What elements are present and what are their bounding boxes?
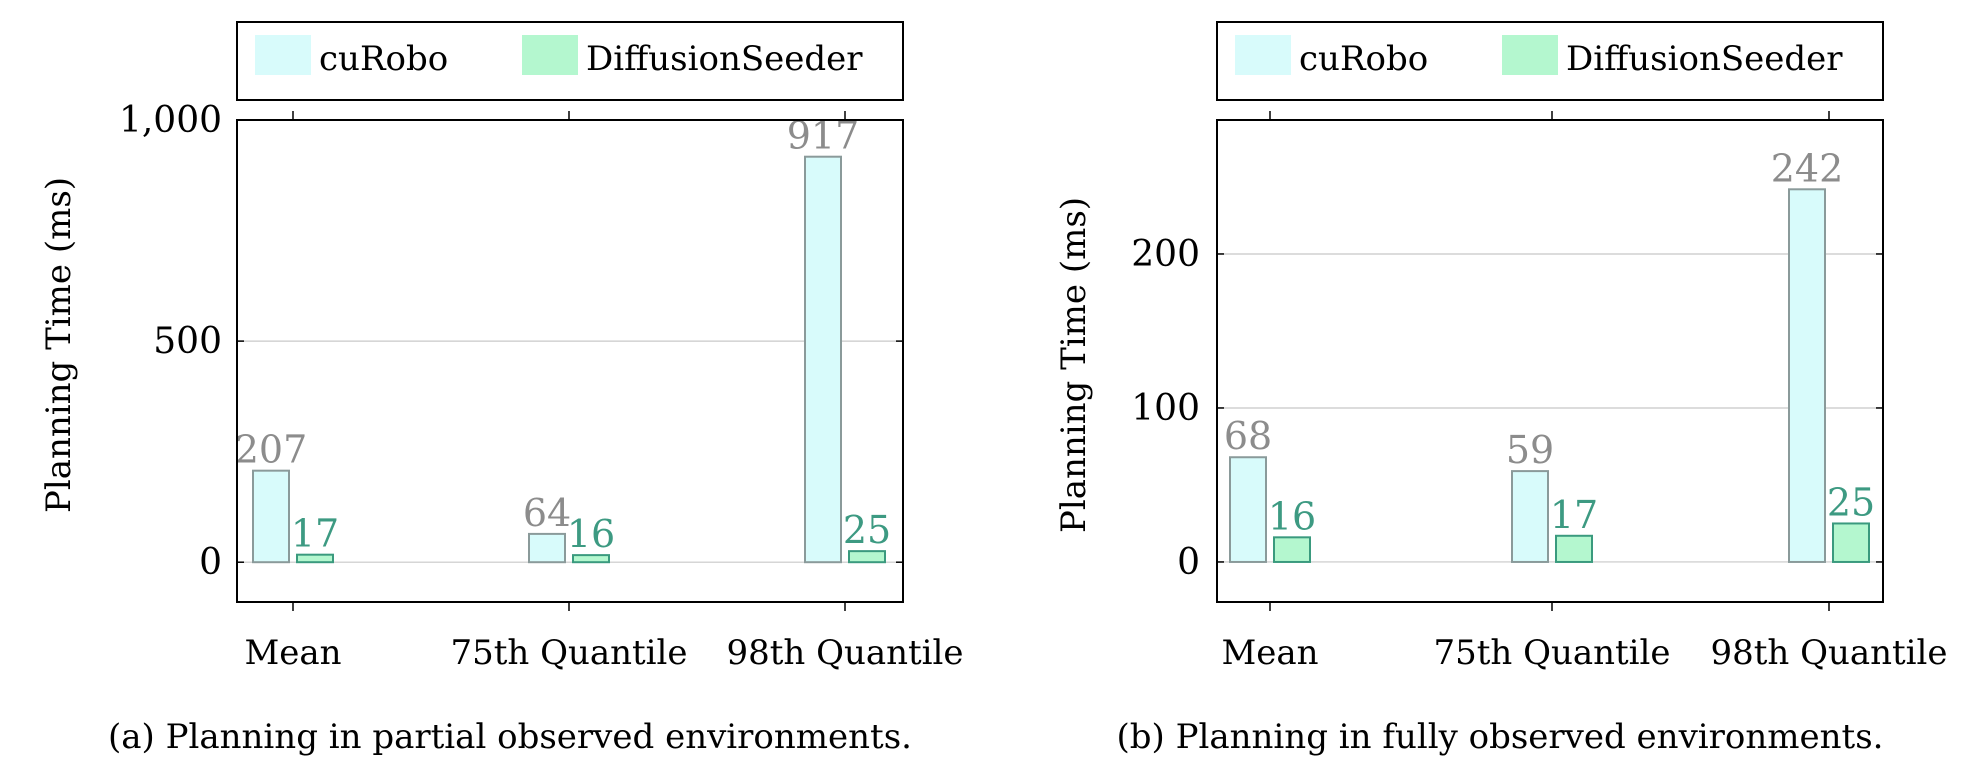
x-tick-label: 75th Quantile <box>450 633 687 673</box>
y-tick-label: 200 <box>1131 234 1200 275</box>
data-label: 64 <box>523 491 571 535</box>
x-tick-label: Mean <box>244 633 341 673</box>
y-tick-label: 1,000 <box>119 100 222 141</box>
bar-curobo-98th-quantile <box>1788 188 1826 563</box>
data-label: 242 <box>1771 146 1844 190</box>
y-tick-label: 500 <box>153 321 222 362</box>
x-tick-label: 98th Quantile <box>1710 633 1947 673</box>
bar-diffusionseeder-98th-quantile <box>848 550 886 564</box>
chart-panel-a: cuRobo DiffusionSeeder Planning Time (ms… <box>39 21 964 757</box>
legend-swatch-diffusionseeder <box>1502 35 1558 75</box>
bar-diffusionseeder-mean <box>1273 536 1311 563</box>
x-tick-label: 98th Quantile <box>726 633 963 673</box>
x-tick-label: Mean <box>1221 633 1318 673</box>
legend-a: cuRobo DiffusionSeeder <box>236 21 904 101</box>
data-label: 17 <box>291 512 339 556</box>
legend-label-curobo: cuRobo <box>1299 39 1428 79</box>
plot-frame <box>1216 119 1884 603</box>
y-tick-label: 0 <box>199 542 222 583</box>
bar-curobo-75th-quantile <box>1511 470 1549 563</box>
legend-b: cuRobo DiffusionSeeder <box>1216 21 1884 101</box>
data-label: 68 <box>1224 414 1272 458</box>
data-label: 16 <box>1268 494 1316 538</box>
data-label: 917 <box>787 114 860 158</box>
caption-a: (a) Planning in partial observed environ… <box>108 717 912 757</box>
legend-swatch-curobo <box>255 35 311 75</box>
data-label: 16 <box>567 512 615 556</box>
bar-diffusionseeder-75th-quantile <box>1555 534 1593 563</box>
bar-curobo-75th-quantile <box>528 532 566 564</box>
y-tick-label: 100 <box>1131 388 1200 429</box>
y-tick-label: 0 <box>1177 542 1200 583</box>
legend-swatch-curobo <box>1235 35 1291 75</box>
plot-area-b: 0 100 200 68 16 Mean 59 17 75th Quantile 242 25 98t… <box>1131 111 1948 673</box>
caption-b: (b) Planning in fully observed environme… <box>1117 717 1884 757</box>
bar-curobo-mean <box>1229 456 1267 563</box>
data-label: 17 <box>1550 493 1598 537</box>
bar-diffusionseeder-75th-quantile <box>572 554 610 564</box>
legend-label-diffusionseeder: DiffusionSeeder <box>1566 39 1843 79</box>
y-axis-label-b: Planning Time (ms) <box>1054 197 1094 533</box>
y-axis-label-a: Planning Time (ms) <box>39 177 79 513</box>
x-tick-label: 75th Quantile <box>1433 633 1670 673</box>
legend-label-diffusionseeder: DiffusionSeeder <box>586 39 863 79</box>
data-label: 207 <box>235 428 308 472</box>
bar-diffusionseeder-mean <box>296 553 334 564</box>
bar-curobo-98th-quantile <box>804 155 842 564</box>
bar-curobo-mean <box>252 469 290 564</box>
data-label: 25 <box>1827 480 1875 524</box>
legend-swatch-diffusionseeder <box>522 35 578 75</box>
bar-diffusionseeder-98th-quantile <box>1832 522 1870 563</box>
data-label: 25 <box>843 508 891 552</box>
legend-label-curobo: cuRobo <box>319 39 448 79</box>
data-label: 59 <box>1506 428 1554 472</box>
plot-frame <box>236 119 904 603</box>
chart-panel-b: cuRobo DiffusionSeeder Planning Time (ms… <box>1054 21 1948 757</box>
